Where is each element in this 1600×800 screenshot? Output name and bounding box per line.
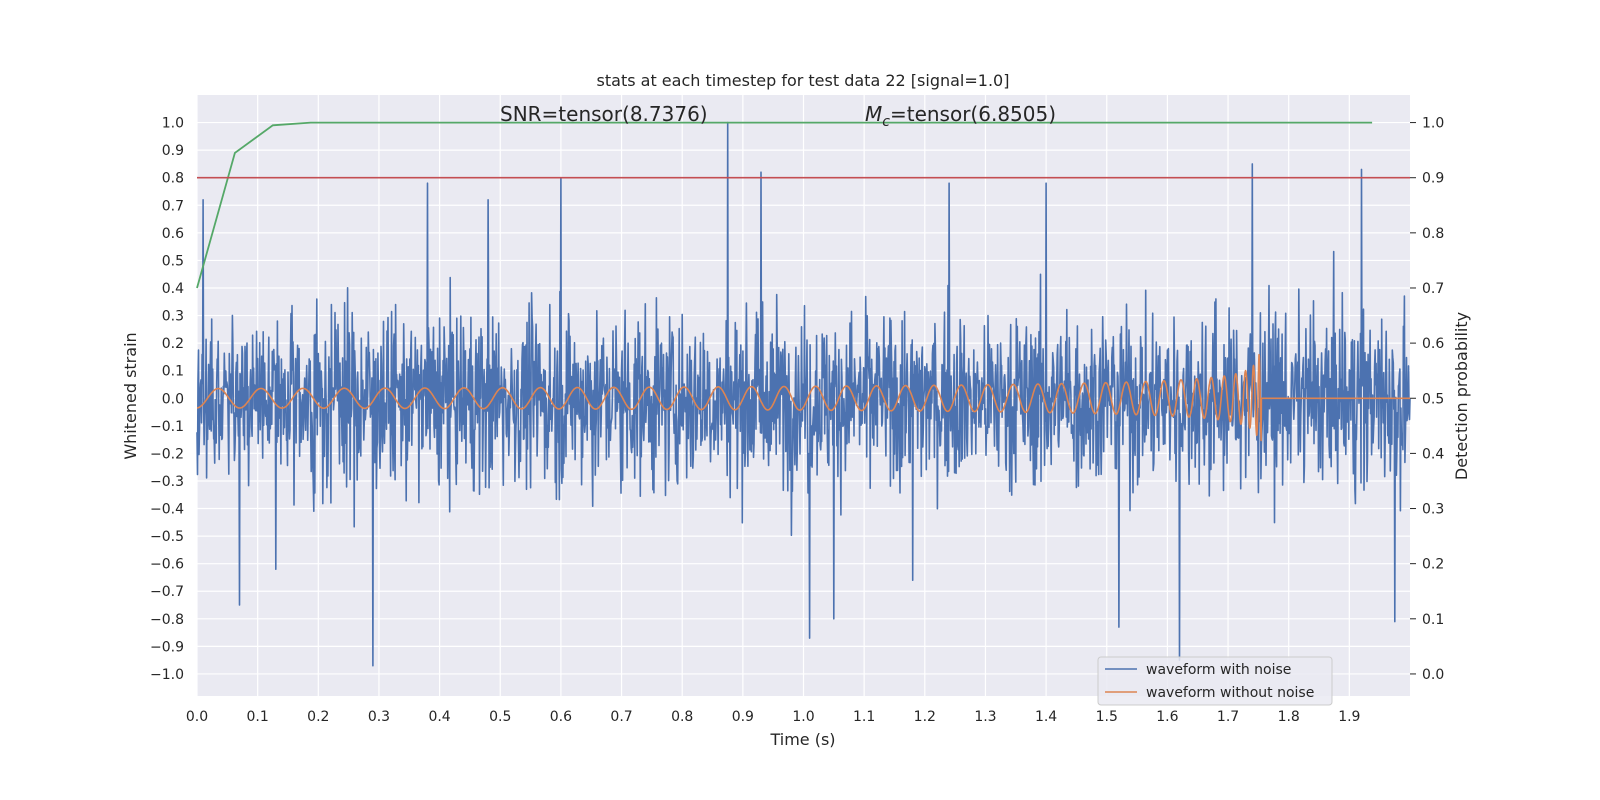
legend: waveform with noise waveform without noi… [1097, 656, 1333, 706]
x-tick-label: 0.2 [307, 709, 329, 725]
y-left-tick-label: −0.3 [150, 474, 184, 490]
mc-symbol: M [865, 102, 882, 126]
series-layer [196, 121, 1411, 667]
y-right-tick-label: 0.4 [1422, 446, 1444, 462]
snr-annotation: SNR=tensor(8.7376) [500, 102, 708, 126]
mc-value: =tensor(6.8505) [890, 102, 1056, 126]
y-right-axis-label: Detection probability [1452, 312, 1471, 480]
x-tick-label: 0.5 [489, 709, 511, 725]
y-right-axis-ticks: 0.0 0.1 0.2 0.3 0.4 0.5 0.6 0.7 0.8 0.9 1.0 [1410, 116, 1444, 683]
y-right-tick-label: 0.0 [1422, 667, 1444, 683]
y-left-tick-label: 0.3 [162, 309, 184, 325]
legend-label-clean: waveform without noise [1146, 685, 1314, 701]
y-right-tick-label: 0.3 [1422, 502, 1444, 518]
y-left-tick-label: −0.6 [150, 557, 184, 573]
y-left-tick-label: 0.5 [162, 253, 184, 269]
y-right-tick-label: 0.5 [1422, 391, 1444, 407]
y-right-tick-label: 0.6 [1422, 336, 1444, 352]
legend-label-noise: waveform with noise [1146, 662, 1291, 678]
y-left-tick-label: 0.9 [162, 143, 184, 159]
x-tick-label: 1.4 [1035, 709, 1057, 725]
y-right-tick-label: 1.0 [1422, 116, 1444, 132]
x-tick-label: 1.3 [974, 709, 996, 725]
x-tick-label: 1.6 [1156, 709, 1178, 725]
x-tick-label: 1.7 [1217, 709, 1239, 725]
x-tick-label: 0.7 [610, 709, 632, 725]
x-tick-label: 0.9 [732, 709, 754, 725]
y-right-tick-label: 0.1 [1422, 612, 1444, 628]
x-tick-label: 1.1 [853, 709, 875, 725]
x-tick-label: 0.1 [247, 709, 269, 725]
y-right-tick-label: 0.8 [1422, 226, 1444, 242]
series-detection-probability [196, 121, 1373, 289]
y-left-axis-label: Whitened strain [121, 332, 140, 459]
y-left-tick-label: −0.5 [150, 529, 184, 545]
series-waveform-with-noise [196, 121, 1411, 667]
mc-subscript: c [882, 114, 890, 130]
mc-annotation: Mc=tensor(6.8505) [865, 102, 1056, 130]
y-left-tick-label: −1.0 [150, 667, 184, 683]
y-right-tick-label: 0.7 [1422, 281, 1444, 297]
x-tick-label: 0.8 [671, 709, 693, 725]
y-left-tick-label: −0.4 [150, 502, 184, 518]
y-left-tick-label: −0.1 [150, 419, 184, 435]
y-left-tick-label: 0.1 [162, 364, 184, 380]
y-left-tick-label: 1.0 [162, 116, 184, 132]
x-tick-label: 0.6 [550, 709, 572, 725]
y-left-tick-label: −0.8 [150, 612, 184, 628]
x-tick-label: 0.4 [428, 709, 450, 725]
x-tick-label: 0.0 [186, 709, 208, 725]
y-left-tick-label: −0.7 [150, 584, 184, 600]
y-left-tick-label: −0.2 [150, 446, 184, 462]
x-tick-label: 1.2 [914, 709, 936, 725]
x-tick-label: 1.0 [792, 709, 814, 725]
x-tick-label: 1.8 [1278, 709, 1300, 725]
x-tick-label: 1.9 [1338, 709, 1360, 725]
y-left-axis-ticks: −1.0 −0.9 −0.8 −0.7 −0.6 −0.5 −0.4 −0.3 −0.2 −0.1… [150, 116, 184, 683]
y-left-tick-label: 0.7 [162, 198, 184, 214]
y-left-tick-label: 0.2 [162, 336, 184, 352]
y-left-tick-label: 0.8 [162, 171, 184, 187]
y-left-tick-label: −0.9 [150, 639, 184, 655]
y-left-tick-label: 0.0 [162, 391, 184, 407]
legend-box [1097, 656, 1333, 706]
y-right-tick-label: 0.2 [1422, 557, 1444, 573]
x-axis-label: Time (s) [769, 730, 835, 749]
y-left-tick-label: 0.6 [162, 226, 184, 242]
y-right-tick-label: 0.9 [1422, 171, 1444, 187]
x-tick-label: 1.5 [1096, 709, 1118, 725]
x-tick-label: 0.3 [368, 709, 390, 725]
x-axis-ticks: 0.0 0.1 0.2 0.3 0.4 0.5 0.6 0.7 0.8 0.9 1.0 1.1 1.2 1… [186, 709, 1361, 725]
y-left-tick-label: 0.4 [162, 281, 184, 297]
chart-title: stats at each timestep for test data 22 … [597, 71, 1010, 90]
series-waveform-without-noise [196, 353, 1411, 442]
